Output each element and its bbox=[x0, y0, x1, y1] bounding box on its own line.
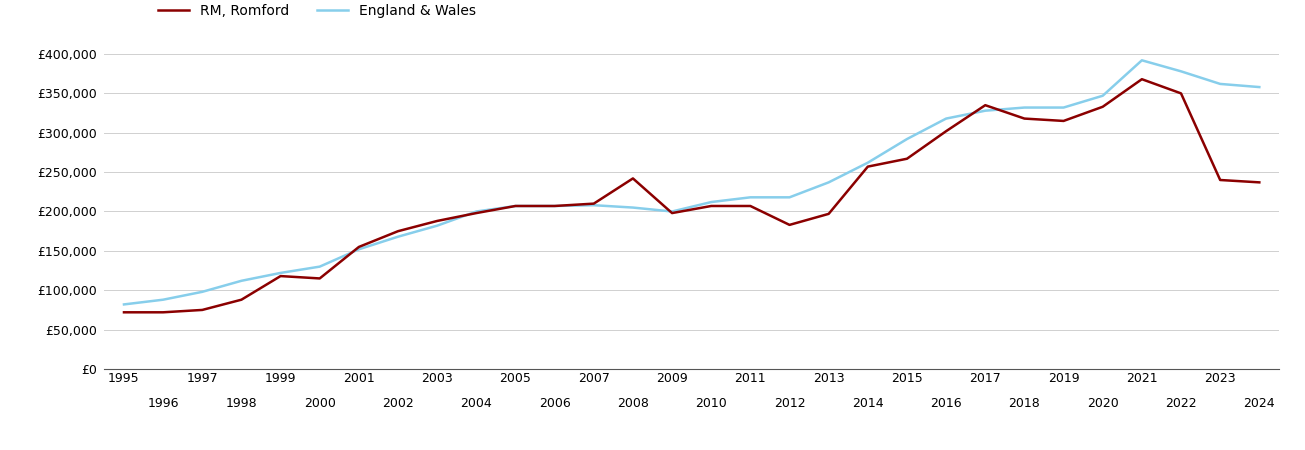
RM, Romford bbox=[351, 244, 367, 250]
England & Wales bbox=[1212, 81, 1228, 86]
RM, Romford bbox=[194, 307, 210, 313]
RM, Romford bbox=[664, 210, 680, 216]
RM, Romford bbox=[468, 210, 484, 216]
RM, Romford bbox=[155, 310, 171, 315]
RM, Romford bbox=[234, 297, 249, 302]
England & Wales bbox=[938, 116, 954, 121]
England & Wales bbox=[743, 194, 758, 200]
RM, Romford bbox=[1134, 76, 1150, 82]
RM, Romford bbox=[273, 273, 288, 279]
England & Wales bbox=[625, 205, 641, 210]
England & Wales bbox=[1251, 84, 1267, 90]
RM, Romford bbox=[1212, 177, 1228, 183]
RM, Romford bbox=[390, 229, 406, 234]
RM, Romford bbox=[1017, 116, 1032, 121]
RM, Romford bbox=[625, 176, 641, 181]
RM, Romford bbox=[782, 222, 797, 228]
England & Wales bbox=[547, 203, 562, 209]
England & Wales bbox=[390, 234, 406, 239]
England & Wales bbox=[782, 194, 797, 200]
England & Wales bbox=[351, 247, 367, 252]
RM, Romford bbox=[1173, 90, 1189, 96]
Legend: RM, Romford, England & Wales: RM, Romford, England & Wales bbox=[158, 4, 476, 18]
RM, Romford bbox=[821, 211, 837, 216]
RM, Romford bbox=[1251, 180, 1267, 185]
England & Wales bbox=[1095, 93, 1111, 99]
Line: RM, Romford: RM, Romford bbox=[124, 79, 1259, 312]
England & Wales bbox=[703, 199, 719, 205]
RM, Romford bbox=[508, 203, 523, 209]
RM, Romford bbox=[1095, 104, 1111, 109]
RM, Romford bbox=[899, 156, 915, 162]
RM, Romford bbox=[977, 103, 993, 108]
RM, Romford bbox=[312, 276, 328, 281]
England & Wales bbox=[429, 223, 445, 228]
RM, Romford bbox=[547, 203, 562, 209]
England & Wales bbox=[273, 270, 288, 275]
England & Wales bbox=[194, 289, 210, 294]
England & Wales bbox=[468, 209, 484, 214]
England & Wales bbox=[234, 278, 249, 284]
England & Wales bbox=[664, 209, 680, 214]
England & Wales bbox=[821, 180, 837, 185]
RM, Romford bbox=[1056, 118, 1071, 124]
RM, Romford bbox=[586, 201, 602, 206]
England & Wales bbox=[977, 108, 993, 113]
England & Wales bbox=[312, 264, 328, 269]
Line: England & Wales: England & Wales bbox=[124, 60, 1259, 304]
RM, Romford bbox=[938, 128, 954, 134]
England & Wales bbox=[116, 302, 132, 307]
RM, Romford bbox=[703, 203, 719, 209]
England & Wales bbox=[508, 203, 523, 209]
RM, Romford bbox=[860, 164, 876, 169]
England & Wales bbox=[1056, 105, 1071, 110]
England & Wales bbox=[1017, 105, 1032, 110]
England & Wales bbox=[1173, 68, 1189, 74]
England & Wales bbox=[1134, 58, 1150, 63]
RM, Romford bbox=[116, 310, 132, 315]
England & Wales bbox=[155, 297, 171, 302]
RM, Romford bbox=[743, 203, 758, 209]
England & Wales bbox=[860, 160, 876, 165]
England & Wales bbox=[899, 136, 915, 142]
RM, Romford bbox=[429, 218, 445, 224]
England & Wales bbox=[586, 202, 602, 208]
